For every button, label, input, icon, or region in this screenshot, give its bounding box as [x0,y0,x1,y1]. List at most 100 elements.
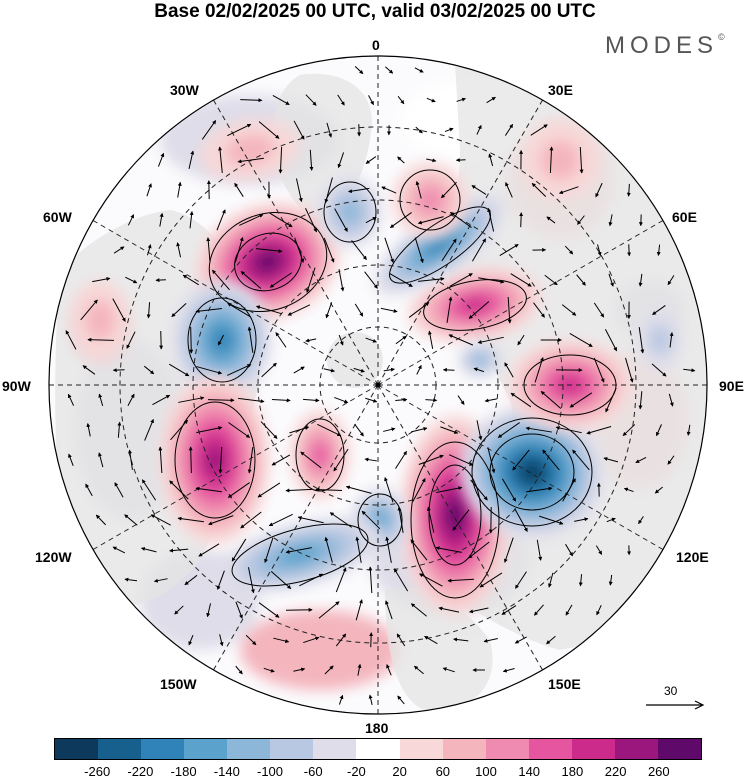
wind-arrow [258,602,280,618]
reference-vector-value: 30 [664,684,678,698]
contour [423,279,527,331]
wind-arrow [586,426,612,435]
colorbar-cell [614,739,658,759]
wind-arrow [324,536,333,563]
wind-arrow [234,182,244,197]
wind-arrow [501,478,517,502]
wind-arrow [178,396,205,403]
wind-arrow [354,303,364,317]
north-pole-marker [375,382,381,388]
lon-label-60w: 60W [43,209,72,225]
wind-arrow [603,457,619,463]
wind-arrow [449,273,473,287]
wind-arrow [654,486,664,494]
wind-arrow [325,302,333,319]
wind-arrow [86,422,91,437]
polar-map [48,55,708,715]
wind-arrow [501,605,517,615]
wind-arrow [502,668,515,673]
wind-arrow [238,397,265,404]
wind-arrow [604,329,618,352]
wind-arrow [417,216,444,225]
wind-arrow [125,276,138,284]
wind-arrow [436,486,463,493]
positive-anomaly [520,120,600,200]
wind-arrow [652,305,666,315]
meridian [83,384,379,556]
wind-arrow [369,632,374,648]
colorbar-cell [227,739,271,759]
colorbar-tick-label: 20 [392,764,407,779]
wind-arrow [227,123,252,137]
anomaly-level [205,445,225,475]
wind-arrow [638,516,644,525]
negative-anomaly [217,517,383,593]
meridian [83,214,379,386]
wind-arrow [483,638,498,643]
wind-arrow [503,537,514,563]
wind-arrow [623,487,634,493]
wind-arrow [453,637,469,642]
wind-arrow [365,337,377,343]
wind-arrow [146,302,151,319]
wind-arrow [365,156,377,164]
wind-arrow [389,212,412,228]
negative-anomaly [318,176,382,248]
wind-arrow [297,515,324,524]
wind-arrow [212,269,230,291]
lon-label-60e: 60E [672,209,697,225]
colorbar-tick-label: -100 [256,764,284,779]
wind-arrow [333,448,349,472]
colorbar-tick-label: 260 [647,764,670,779]
wind-arrow [565,604,573,616]
wind-arrow [415,126,423,134]
wind-arrow [669,331,674,348]
wind-arrow [177,516,204,523]
wind-arrow [309,149,314,171]
wind-arrow [471,238,487,262]
positive-anomaly [290,410,350,500]
lon-label-120w: 120W [35,549,72,565]
wind-arrow [240,98,263,103]
colorbar-ticks: -260 -220 -180 -140 -100 -60 -20 20 60 100 140 180 2… [0,764,750,782]
colorbar-tick-label: -60 [303,764,323,779]
wind-arrow [512,449,530,471]
colorbar-tick-label: -140 [213,764,240,779]
wind-arrow [275,332,287,348]
wind-arrow [270,571,292,590]
anomaly-level [85,300,115,340]
wind-arrow [95,514,107,526]
wind-arrow [593,302,605,318]
wind-arrow [572,449,590,471]
wind-arrow [368,95,374,106]
wind-arrow [323,368,336,373]
contour [357,493,403,547]
lon-label-30w: 30W [170,82,199,98]
wind-arrow [337,94,345,106]
wind-arrow [237,157,264,164]
wind-arrow [324,665,334,675]
wind-arrow [82,365,96,375]
wind-arrow [536,539,543,561]
wind-arrow [269,212,293,228]
colorbar-cell [313,739,357,759]
wind-arrow [153,578,168,583]
wind-arrow [240,511,262,529]
wind-arrow [124,514,138,526]
wind-arrow [488,153,494,167]
wind-arrow [435,546,462,553]
wind-arrow [268,513,293,527]
wind-arrow [384,476,394,503]
contour [208,211,328,313]
contour [323,181,377,243]
negative-anomaly [458,342,502,378]
colorbar-tick-label: 140 [518,764,541,779]
wind-arrow [471,185,487,195]
wind-arrow [397,156,405,164]
wind-arrow [525,426,552,433]
negative-anomaly [638,310,682,370]
wind-arrow [386,664,392,676]
colorbar [54,738,702,760]
wind-arrow [484,398,497,403]
wind-arrow [184,574,198,586]
